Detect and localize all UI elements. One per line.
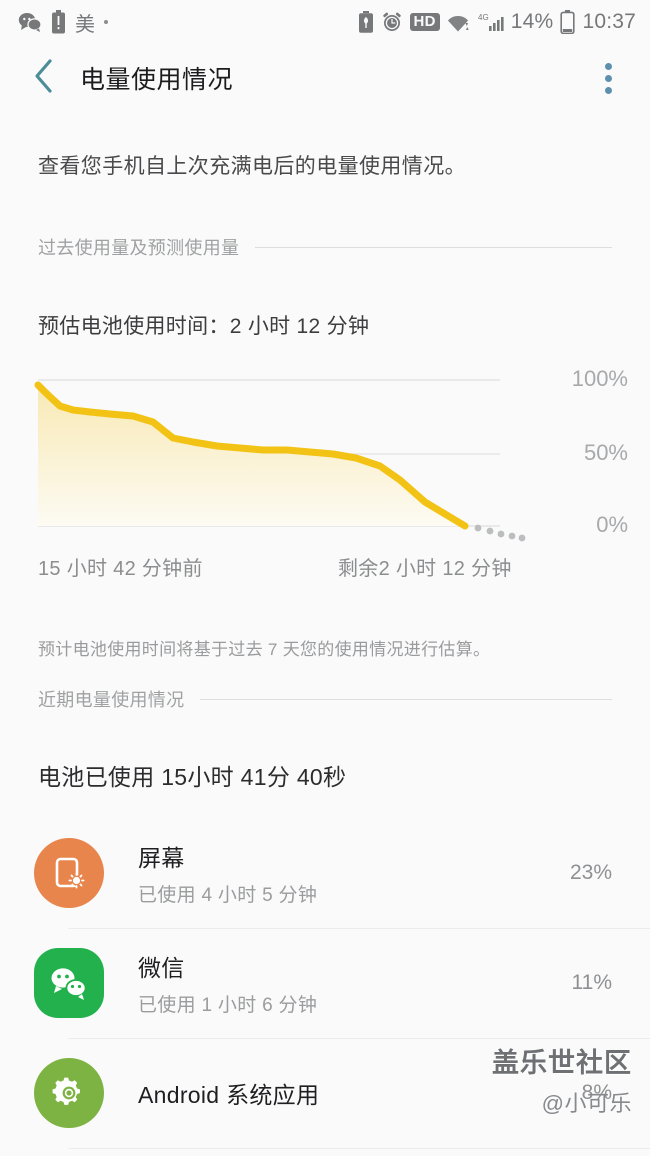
svg-text:4G: 4G (478, 13, 489, 22)
section-divider (255, 246, 612, 248)
app-text-block: 微信 已使用 1 小时 6 分钟 (138, 949, 572, 1017)
list-item[interactable]: Android 系统应用 8% (0, 1038, 650, 1148)
list-item[interactable]: 微信 已使用 1 小时 6 分钟 11% (0, 928, 650, 1038)
screen-brightness-icon (34, 838, 104, 908)
section-label-forecast: 过去使用量及预测使用量 (38, 238, 240, 258)
status-bar: 美 H (0, 0, 650, 44)
carrier-label: 美 (75, 13, 96, 36)
section-label-recent: 近期电量使用情况 (38, 690, 185, 710)
app-name: Android 系统应用 (138, 1082, 320, 1108)
app-icon (34, 1058, 104, 1128)
wechat-icon (34, 948, 104, 1018)
app-text-block: 屏幕 已使用 4 小时 5 分钟 (138, 839, 570, 907)
overflow-menu-icon (604, 62, 612, 70)
intro-text: 查看您手机自上次充满电后的电量使用情况。 (38, 155, 466, 178)
y-tick-0: 0% (596, 512, 628, 537)
app-usage-list: 屏幕 已使用 4 小时 5 分钟 23% (0, 818, 650, 1156)
hd-badge: HD (409, 12, 440, 32)
wifi-icon (447, 11, 471, 33)
section-header-recent: 近期电量使用情况 (0, 686, 650, 712)
gear-icon (34, 1058, 104, 1128)
page-title: 电量使用情况 (80, 66, 234, 94)
estimated-time-label: 预估电池使用时间：2 小时 12 分钟 (38, 315, 370, 338)
battery-chart: 100% 50% 0% (0, 362, 650, 542)
estimate-note: 预计电池使用时间将基于过去 7 天您的使用情况进行估算。 (38, 640, 491, 659)
y-tick-50: 50% (583, 440, 628, 465)
list-item[interactable]: 屏幕 已使用 4 小时 5 分钟 23% (0, 818, 650, 928)
status-bar-right: HD 4G 14% (358, 10, 636, 34)
alarm-icon (381, 11, 403, 33)
overflow-menu-icon-dot3 (604, 86, 612, 94)
app-usage-time: 已使用 1 小时 6 分钟 (138, 995, 318, 1016)
y-tick-100: 100% (571, 366, 628, 391)
app-usage-time: 已使用 4 小时 5 分钟 (138, 885, 318, 906)
overflow-menu-button[interactable] (588, 56, 628, 100)
battery-chart-svg (34, 379, 526, 542)
app-name: 屏幕 (138, 845, 185, 871)
app-icon (34, 838, 104, 908)
app-percent: 11% (571, 971, 612, 994)
section-header-forecast: 过去使用量及预测使用量 (0, 234, 650, 260)
app-percent: 8% (581, 1081, 612, 1104)
battery-saver-icon (358, 11, 374, 33)
signal-4g-icon: 4G (478, 11, 504, 33)
app-bar: 电量使用情况 (0, 44, 650, 112)
battery-used-total: 电池已使用 15小时 41分 40秒 (38, 764, 347, 790)
app-icon (34, 948, 104, 1018)
battery-icon (560, 10, 576, 34)
wechat-icon (18, 11, 42, 33)
x-label-start: 15 小时 42 分钟前 (38, 558, 203, 580)
app-percent: 23% (569, 861, 612, 884)
status-bar-left: 美 (18, 8, 358, 37)
main-content: 查看您手机自上次充满电后的电量使用情况。 过去使用量及预测使用量 预估电池使用时… (0, 112, 650, 1156)
overflow-menu-icon-dot2 (604, 74, 612, 82)
chart-area-fill (38, 385, 465, 526)
app-name: 微信 (138, 955, 185, 981)
status-dot-icon (104, 20, 109, 24)
chart-projection-dots (474, 524, 526, 542)
chart-y-axis: 100% 50% 0% (538, 362, 628, 542)
back-button[interactable] (24, 58, 64, 98)
back-chevron-icon (31, 57, 57, 100)
section-divider-recent (200, 698, 612, 700)
x-label-end: 剩余2 小时 12 分钟 (338, 558, 512, 580)
chart-line (34, 381, 469, 530)
battery-percent-label: 14% (510, 10, 554, 33)
battery-alert-icon (51, 10, 66, 34)
list-item[interactable]: Android操作系统 (0, 1148, 650, 1156)
clock-label: 10:37 (582, 10, 636, 33)
chart-x-axis: 15 小时 42 分钟前 剩余2 小时 12 分钟 (0, 552, 650, 581)
app-text-block: Android 系统应用 (138, 1076, 582, 1110)
